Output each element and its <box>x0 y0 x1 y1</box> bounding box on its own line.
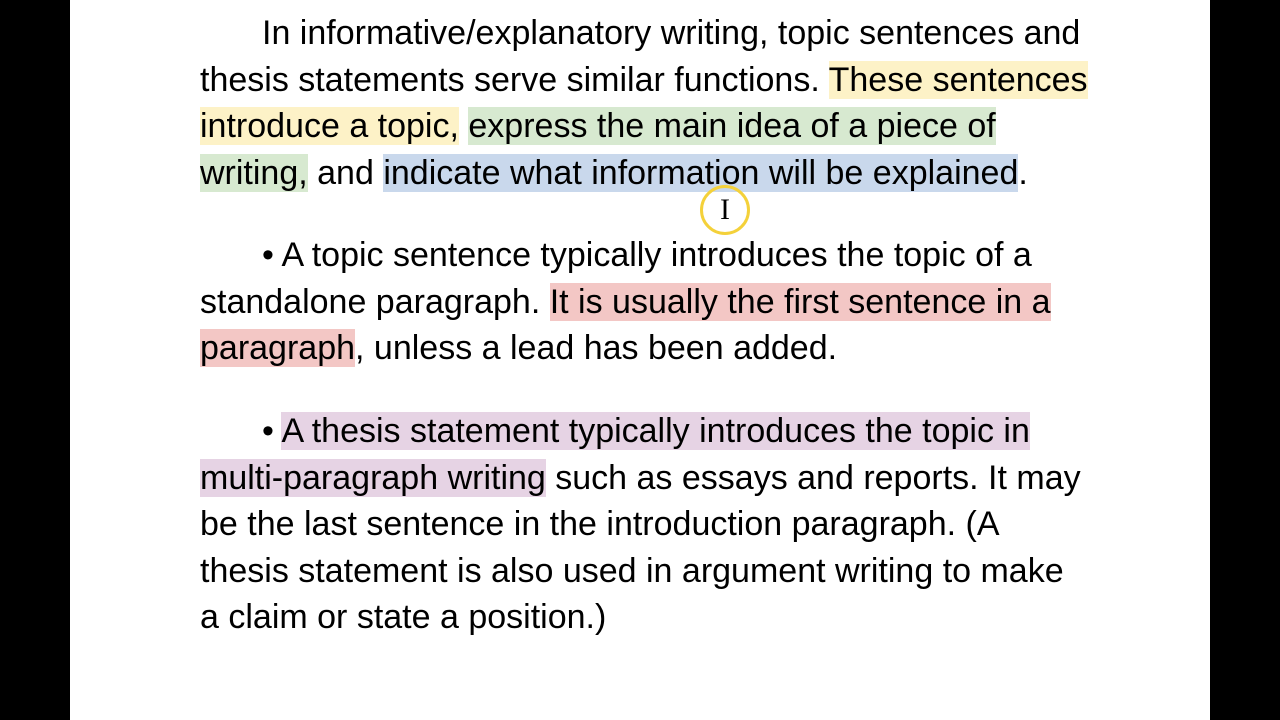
text-run: . <box>1018 154 1027 192</box>
paragraph-topic-sentence: • A topic sentence typically introduces … <box>200 232 1090 372</box>
text-run: , unless a lead has been added. <box>355 329 837 367</box>
highlight-blue: indicate what information will be explai… <box>383 154 1018 192</box>
text-run: and <box>308 154 384 192</box>
paragraph-thesis-statement: • A thesis statement typically introduce… <box>200 408 1090 641</box>
text-run <box>459 107 468 145</box>
document-page: In informative/explanatory writing, topi… <box>70 0 1210 720</box>
paragraph-intro: In informative/explanatory writing, topi… <box>200 10 1090 196</box>
ibeam-cursor-icon: I <box>720 195 730 225</box>
text-run: • <box>262 412 281 450</box>
